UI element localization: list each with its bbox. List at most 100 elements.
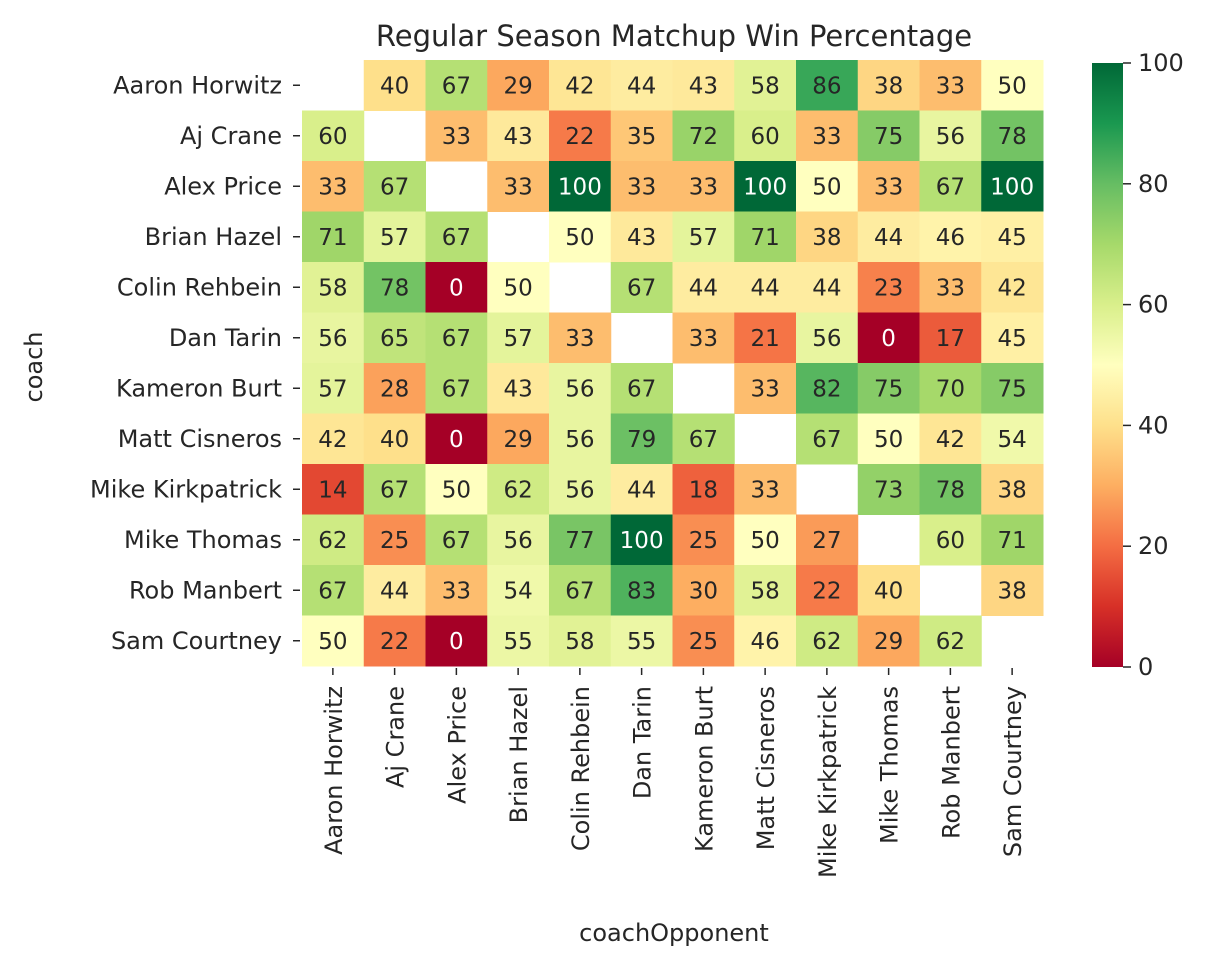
cell-value-label: 57	[380, 225, 409, 251]
cell-value-label: 62	[812, 629, 841, 655]
heatmap-cell	[981, 312, 1044, 364]
cell-value-label: 42	[318, 427, 347, 453]
heatmap-cell	[919, 211, 982, 263]
heatmap-cell	[610, 60, 673, 111]
cell-value-label: 38	[997, 477, 1026, 503]
cell-value-label: 43	[503, 124, 532, 150]
heatmap-cell	[672, 110, 735, 162]
x-tick-label: Mike Thomas	[876, 686, 904, 844]
cell-value-label: 50	[812, 174, 841, 200]
heatmap-cell	[672, 262, 735, 313]
heatmap-cell	[549, 211, 612, 263]
cell-value-label: 60	[936, 528, 965, 554]
heatmap-cell	[302, 312, 365, 364]
heatmap-cell	[487, 615, 550, 667]
cell-value-label: 100	[620, 528, 664, 554]
cell-value-label: 56	[936, 124, 965, 150]
cell-value-label: 44	[689, 275, 718, 301]
cell-value-label: 67	[442, 73, 471, 99]
cell-value-label: 33	[503, 174, 532, 200]
heatmap-cell	[919, 615, 982, 667]
cell-value-label: 57	[503, 326, 532, 352]
cell-value-label: 58	[750, 578, 779, 604]
cell-value-label: 25	[380, 528, 409, 554]
cell-value-label: 50	[997, 73, 1026, 99]
cell-value-label: 56	[318, 326, 347, 352]
cell-value-label: 55	[627, 629, 656, 655]
cell-value-label: 43	[627, 225, 656, 251]
heatmap-cell	[549, 615, 612, 667]
colorbar-tick-label: 20	[1138, 532, 1169, 560]
heatmap-cell	[363, 464, 426, 515]
cell-value-label: 33	[750, 477, 779, 503]
heatmap-cell	[363, 565, 426, 616]
heatmap-cell	[796, 262, 859, 313]
cell-value-label: 83	[627, 578, 656, 604]
x-tick-label: Rob Manbert	[937, 686, 965, 839]
heatmap-cell	[549, 312, 612, 364]
heatmap-cell	[610, 363, 673, 414]
cell-value-label: 56	[812, 326, 841, 352]
heatmap-cell	[610, 464, 673, 515]
cell-value-label: 57	[318, 376, 347, 402]
cell-value-label: 50	[874, 427, 903, 453]
cell-value-label: 50	[442, 477, 471, 503]
heatmap-cell	[610, 211, 673, 263]
chart-title: Regular Season Matchup Win Percentage	[376, 19, 972, 53]
cell-value-label: 50	[503, 275, 532, 301]
cell-value-label: 71	[318, 225, 347, 251]
cell-value-label: 56	[565, 427, 594, 453]
cell-value-label: 38	[874, 73, 903, 99]
heatmap-cell	[672, 211, 735, 263]
heatmap-cell	[857, 211, 920, 263]
heatmap-cell	[302, 413, 365, 465]
cell-value-label: 14	[318, 477, 347, 503]
heatmap-cell	[734, 363, 797, 414]
cell-value-label: 73	[874, 477, 903, 503]
heatmap-cell	[857, 110, 920, 162]
heatmap-cell	[425, 514, 488, 566]
heatmap-cell	[796, 615, 859, 667]
cell-value-label: 43	[503, 376, 532, 402]
cell-value-label: 44	[627, 73, 656, 99]
cell-value-label: 78	[997, 124, 1026, 150]
y-tick-label: Aj Crane	[180, 122, 282, 150]
heatmap-cell	[487, 363, 550, 414]
cell-value-label: 44	[750, 275, 779, 301]
cell-value-label: 100	[743, 174, 787, 200]
heatmap-cell	[919, 363, 982, 414]
cell-value-label: 18	[689, 477, 718, 503]
heatmap-cell	[549, 60, 612, 111]
cell-value-label: 67	[442, 326, 471, 352]
heatmap-cell	[734, 565, 797, 616]
heatmap-cell	[487, 514, 550, 566]
cell-value-label: 60	[318, 124, 347, 150]
cell-value-label: 78	[380, 275, 409, 301]
cell-value-label: 45	[997, 326, 1026, 352]
colorbar-gradient	[1092, 63, 1123, 667]
heatmap-cell	[549, 161, 612, 212]
heatmap-cell	[487, 312, 550, 364]
cell-value-label: 0	[449, 427, 464, 453]
cell-value-label: 28	[380, 376, 409, 402]
heatmap-cell	[734, 211, 797, 263]
cell-value-label: 50	[565, 225, 594, 251]
cell-value-label: 72	[689, 124, 718, 150]
cell-value-label: 78	[936, 477, 965, 503]
heatmap-cell	[425, 565, 488, 616]
cell-value-label: 33	[812, 124, 841, 150]
heatmap-cell	[425, 413, 488, 465]
cell-value-label: 33	[627, 174, 656, 200]
cell-value-label: 25	[689, 528, 718, 554]
heatmap-cell	[857, 262, 920, 313]
cell-value-label: 70	[936, 376, 965, 402]
heatmap-cell	[981, 363, 1044, 414]
heatmap-cell	[857, 60, 920, 111]
x-tick-label: Aaron Horwitz	[320, 686, 348, 855]
heatmap-cell	[981, 464, 1044, 515]
y-tick-label: Colin Rehbein	[117, 273, 282, 301]
cell-value-label: 23	[874, 275, 903, 301]
heatmap-cell	[857, 464, 920, 515]
cell-value-label: 42	[565, 73, 594, 99]
heatmap-cell	[363, 363, 426, 414]
